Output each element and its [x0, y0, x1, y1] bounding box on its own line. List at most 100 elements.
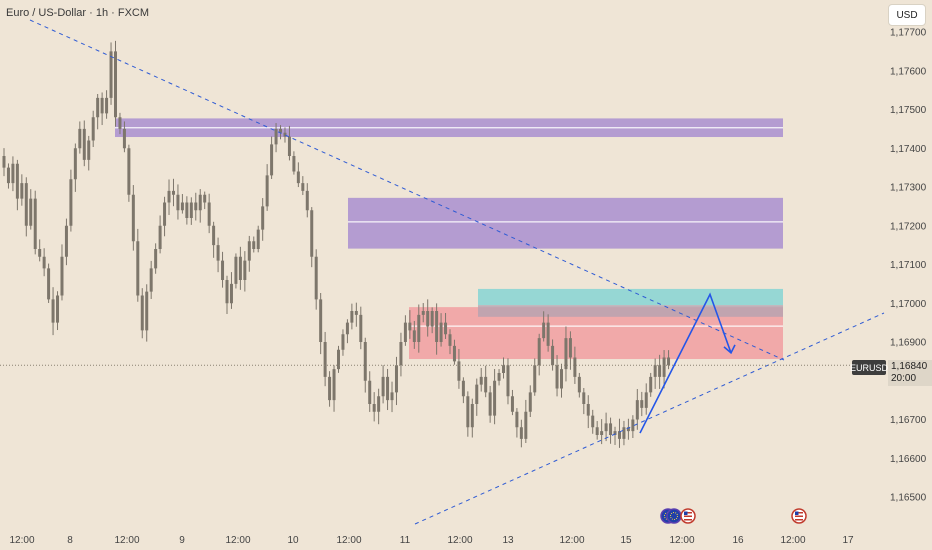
candle-body	[372, 404, 376, 412]
price-tick-label: 1,16900	[890, 338, 927, 349]
candle-body	[221, 260, 225, 280]
candle-body	[171, 190, 175, 195]
candle-body	[390, 392, 394, 401]
candle-body	[644, 392, 648, 408]
flag-stripe	[684, 519, 692, 521]
eu-stars	[670, 512, 678, 520]
candle-body	[542, 322, 546, 339]
time-tick-label: 8	[67, 535, 73, 546]
candle-body	[609, 423, 613, 435]
candle-body	[149, 268, 153, 292]
candle-body	[82, 128, 86, 160]
candle-body	[533, 365, 537, 393]
candle-body	[363, 342, 367, 381]
candle-body	[131, 194, 135, 242]
candle-body	[577, 376, 581, 393]
candle-body	[332, 369, 336, 401]
time-tick-label: 12:00	[447, 535, 472, 546]
candle-body	[234, 256, 238, 284]
candle-body	[38, 249, 42, 257]
candle-body	[6, 167, 10, 184]
candle-body	[448, 334, 452, 346]
time-axis-panel	[0, 524, 932, 550]
candle-body	[283, 132, 287, 137]
price-tick-label: 1,17100	[890, 260, 927, 271]
candle-body	[421, 311, 425, 315]
candle-body	[51, 299, 55, 323]
flag-stripe	[684, 512, 692, 514]
candle-body	[145, 291, 149, 331]
candle-body	[185, 202, 189, 218]
zone-fvg-4	[478, 288, 783, 306]
candle-body	[350, 311, 354, 323]
candle-body	[140, 295, 144, 331]
flag-canton	[795, 511, 799, 515]
candle-body	[256, 229, 260, 249]
zone-supply-2	[348, 197, 783, 249]
candle-body	[582, 392, 586, 404]
candle-body	[163, 202, 167, 226]
candle-body	[595, 427, 599, 435]
candle-body	[127, 148, 131, 195]
candle-body	[114, 51, 117, 118]
candle-body	[337, 349, 340, 370]
candle-body	[301, 183, 305, 191]
candle-body	[394, 365, 398, 393]
candle-body	[470, 404, 474, 428]
candle-body	[270, 144, 274, 176]
time-tick-label: 12:00	[225, 535, 250, 546]
ascending-trendline	[414, 312, 885, 525]
candle-body	[194, 202, 198, 211]
candle-body	[617, 431, 621, 439]
candle-body	[488, 392, 492, 416]
candle-body	[136, 241, 140, 296]
candle-body	[439, 322, 443, 342]
candle-body	[528, 392, 532, 412]
candle-body	[96, 97, 100, 118]
candle-body	[78, 128, 82, 149]
candle-body	[555, 365, 559, 389]
price-tick-label: 1,16500	[890, 493, 927, 504]
candle-body	[212, 225, 216, 246]
candle-body	[667, 357, 671, 366]
price-tick-label: 1,17600	[890, 66, 927, 77]
candle-body	[461, 380, 465, 397]
time-tick-label: 12:00	[9, 535, 34, 546]
flag-stripe	[795, 519, 803, 521]
symbol-title[interactable]: Euro / US-Dollar · 1h · FXCM	[6, 7, 150, 19]
candle-body	[203, 194, 207, 203]
candle-body	[176, 194, 180, 211]
candle-body	[502, 365, 506, 373]
candle-body	[158, 225, 162, 249]
candle-body	[626, 427, 630, 432]
event-icon-circle	[666, 508, 682, 524]
candle-body	[399, 342, 403, 366]
flag-stripe	[795, 512, 803, 514]
candle-body	[479, 376, 483, 385]
candle-body	[238, 256, 242, 280]
candle-body	[274, 128, 278, 145]
price-tick-label: 1,17300	[890, 183, 927, 194]
currency-button[interactable]: USD	[888, 4, 926, 26]
candle-body	[653, 365, 657, 377]
candle-body	[341, 334, 345, 350]
candle-body	[484, 376, 488, 393]
time-tick-label: 12:00	[559, 535, 584, 546]
candle-body	[33, 198, 37, 249]
time-tick-label: 12:00	[669, 535, 694, 546]
candle-body	[328, 376, 332, 401]
candle-body	[649, 376, 653, 393]
candle-body	[506, 365, 510, 397]
time-tick-label: 16	[732, 535, 744, 546]
price-tick-label: 1,16600	[890, 454, 927, 465]
candle-body	[87, 140, 91, 160]
candle-body	[586, 404, 590, 416]
price-tick-label: 1,17400	[890, 144, 927, 155]
flag-canton	[684, 511, 688, 515]
candle-body	[426, 311, 430, 327]
candle-body	[381, 376, 385, 397]
candle-body	[417, 314, 421, 342]
candle-body	[73, 148, 77, 180]
